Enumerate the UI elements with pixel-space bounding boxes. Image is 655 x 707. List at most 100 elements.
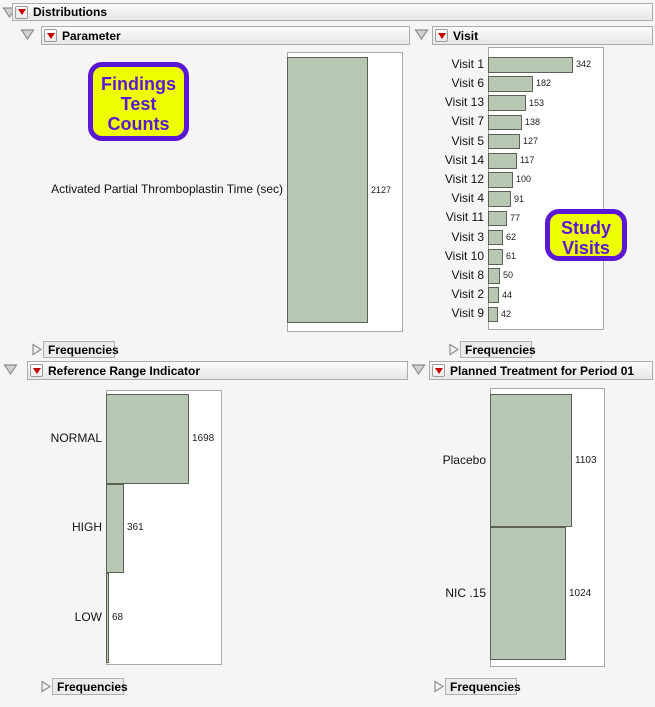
red-triangle-menu-icon[interactable] xyxy=(44,29,57,42)
disclosure-closed-icon[interactable] xyxy=(31,343,43,356)
bar-count-label: 50 xyxy=(503,270,514,281)
histogram-bar[interactable] xyxy=(106,483,124,573)
bar-count-label: 138 xyxy=(525,116,541,127)
histogram-bar[interactable] xyxy=(488,249,503,265)
histogram-bar[interactable] xyxy=(490,394,572,527)
bar-count-label: 361 xyxy=(127,522,144,534)
disclosure-closed-icon[interactable] xyxy=(40,680,52,693)
histogram-bar[interactable] xyxy=(488,153,517,169)
visit-histogram-frame xyxy=(488,47,604,330)
outline-title: Planned Treatment for Period 01 xyxy=(450,363,635,378)
outline-header-reference-range[interactable]: Reference Range Indicator xyxy=(27,361,408,380)
axis-category-label: Visit 13 xyxy=(444,95,484,110)
histogram-bar[interactable] xyxy=(488,114,522,131)
histogram-bar[interactable] xyxy=(488,191,511,207)
annotation-line: Findings xyxy=(101,74,176,94)
annotation-line: Study xyxy=(560,218,611,238)
bar-count-label: 77 xyxy=(510,212,521,223)
findings-test-counts-annotation: Findings Test Counts xyxy=(88,62,189,141)
histogram-bar[interactable] xyxy=(287,57,368,323)
bar-count-label: 62 xyxy=(506,232,517,243)
outline-header-visit[interactable]: Visit xyxy=(432,26,653,45)
outline-title: Reference Range Indicator xyxy=(48,363,201,378)
histogram-bar[interactable] xyxy=(488,172,513,188)
axis-category-label: Visit 14 xyxy=(444,152,484,167)
bar-count-label: 182 xyxy=(536,78,552,89)
axis-category-label: Placebo xyxy=(442,452,486,467)
axis-category-label: NIC .15 xyxy=(445,585,486,600)
annotation-line: Visits xyxy=(562,238,610,258)
bar-count-label: 68 xyxy=(112,611,124,623)
axis-category-label: Visit 7 xyxy=(451,114,484,129)
axis-category-label: Visit 4 xyxy=(451,191,484,206)
frequencies-button-reference-range[interactable]: Frequencies xyxy=(52,678,128,695)
red-triangle-menu-icon[interactable] xyxy=(432,364,445,377)
outline-header-distributions[interactable]: Distributions xyxy=(12,3,653,21)
histogram-bar[interactable] xyxy=(488,57,573,73)
frequencies-label: Frequencies xyxy=(57,679,128,694)
bar-count-label: 153 xyxy=(529,97,545,108)
outline-header-planned-treatment[interactable]: Planned Treatment for Period 01 xyxy=(429,361,653,380)
axis-category-label: Visit 5 xyxy=(451,133,484,148)
bar-count-label: 1698 xyxy=(192,432,215,444)
histogram-bar[interactable] xyxy=(488,229,503,246)
axis-category-label: Visit 1 xyxy=(451,56,484,71)
annotation-line: Test xyxy=(120,94,157,114)
histogram-bar[interactable] xyxy=(488,287,499,303)
histogram-bar[interactable] xyxy=(488,268,500,284)
axis-category-label: Visit 11 xyxy=(445,210,484,225)
frequencies-button-parameter[interactable]: Frequencies xyxy=(43,341,119,358)
axis-category-label: Visit 3 xyxy=(451,229,484,244)
study-visits-annotation: Study Visits xyxy=(545,209,627,261)
histogram-bar[interactable] xyxy=(488,95,526,111)
bar-count-label: 127 xyxy=(523,136,539,147)
disclosure-open-icon[interactable] xyxy=(20,28,35,41)
red-triangle-menu-icon[interactable] xyxy=(15,5,28,19)
axis-category-label: Visit 8 xyxy=(451,267,484,282)
axis-category-label: Visit 9 xyxy=(451,306,484,321)
histogram-bar[interactable] xyxy=(488,76,533,92)
bar-count-label: 91 xyxy=(514,193,525,204)
histogram-bar[interactable] xyxy=(106,394,189,484)
disclosure-open-icon[interactable] xyxy=(3,363,18,376)
histogram-bar[interactable] xyxy=(488,133,520,150)
frequencies-button-visit[interactable]: Frequencies xyxy=(460,341,536,358)
bar-count-label: 42 xyxy=(501,308,512,319)
bar-count-label: 61 xyxy=(506,251,517,262)
axis-category-label: HIGH xyxy=(72,520,102,535)
red-triangle-menu-icon[interactable] xyxy=(435,29,448,42)
frequencies-label: Frequencies xyxy=(48,342,119,357)
bar-count-label: 342 xyxy=(576,59,592,70)
axis-category-label: LOW xyxy=(74,609,102,624)
bar-count-label: 1024 xyxy=(569,587,592,599)
histogram-bar[interactable] xyxy=(488,306,498,323)
frequencies-button-planned-treatment[interactable]: Frequencies xyxy=(445,678,521,695)
axis-category-label: Visit 2 xyxy=(451,287,484,302)
outline-title: Visit xyxy=(453,28,479,43)
disclosure-open-icon[interactable] xyxy=(414,28,429,41)
histogram-bar[interactable] xyxy=(488,210,507,227)
bar-count-label: 44 xyxy=(502,289,513,300)
bar-count-label: 117 xyxy=(520,155,535,166)
bar-count-label: 1103 xyxy=(575,454,597,466)
bar-count-label: 100 xyxy=(516,174,532,185)
disclosure-closed-icon[interactable] xyxy=(433,680,445,693)
frequencies-label: Frequencies xyxy=(450,679,521,694)
outline-title: Parameter xyxy=(62,28,121,43)
axis-category-label: Visit 10 xyxy=(444,248,484,263)
outline-title: Distributions xyxy=(33,5,107,19)
histogram-bar[interactable] xyxy=(490,527,566,660)
axis-category-label: NORMAL xyxy=(50,430,102,445)
disclosure-closed-icon[interactable] xyxy=(448,343,460,356)
histogram-bar[interactable] xyxy=(106,573,109,663)
disclosure-open-icon[interactable] xyxy=(411,363,426,376)
annotation-line: Counts xyxy=(107,114,170,134)
axis-category-label: Activated Partial Thromboplastin Time (s… xyxy=(51,182,283,196)
red-triangle-menu-icon[interactable] xyxy=(30,364,43,377)
outline-header-parameter[interactable]: Parameter xyxy=(41,26,410,45)
bar-count-label: 2127 xyxy=(371,184,392,195)
axis-category-label: Visit 12 xyxy=(444,171,484,186)
frequencies-label: Frequencies xyxy=(465,342,536,357)
axis-category-label: Visit 6 xyxy=(451,75,484,90)
